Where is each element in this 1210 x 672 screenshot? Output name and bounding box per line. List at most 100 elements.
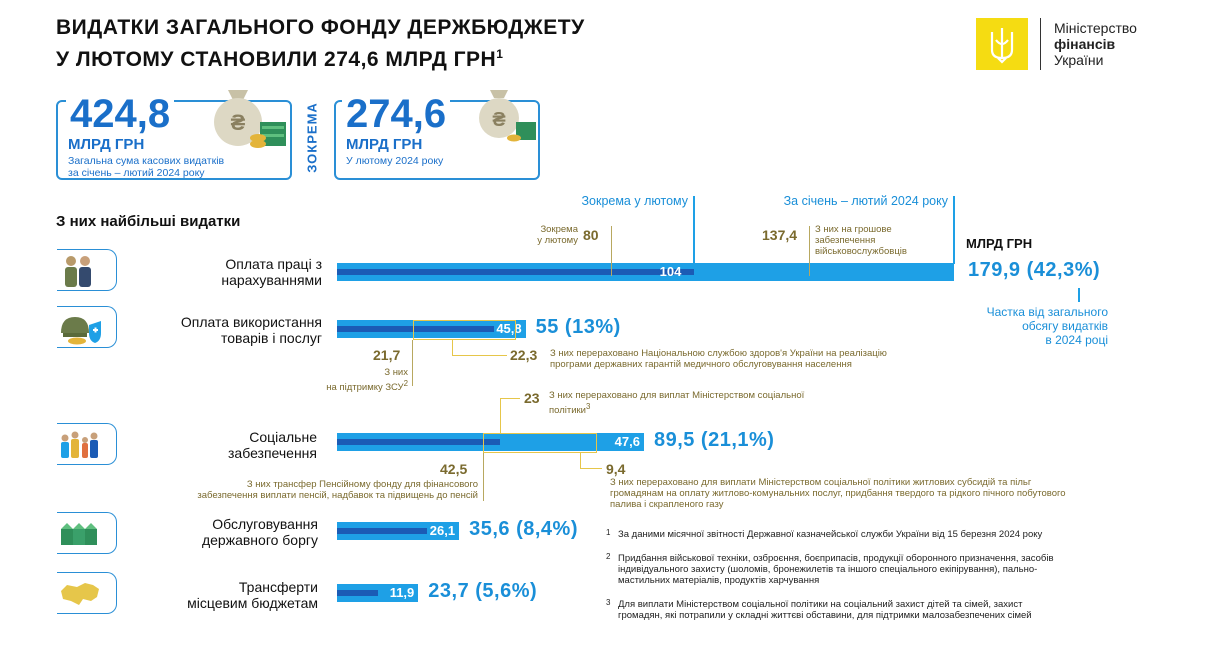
footnote-3-text: Для виплати Міністерством соціальної пол… <box>618 599 1032 621</box>
money-stacks-icon <box>61 523 97 545</box>
footnote-3-line-1: Для виплати Міністерством соціальної пол… <box>618 599 1023 610</box>
social-housing-value: 9,4 <box>606 461 626 477</box>
social-housing-line-h <box>580 468 602 469</box>
category-label-debt-line-1: Обслуговування <box>212 516 318 532</box>
ministry-logo <box>976 18 1028 70</box>
category-label-goods-line-2: товарів і послуг <box>221 330 322 346</box>
ministry-name-line-3: України <box>1054 52 1104 68</box>
footnote-2-line-2: індивідуального захисту (шоломів, бронеж… <box>618 564 1038 575</box>
goods-zsu-note-line-2: на підтримку ЗСУ <box>326 382 404 394</box>
footnote-1: 1 За даними місячної звітності Державної… <box>606 528 1146 552</box>
family-icon <box>61 431 98 458</box>
bar-month-label-social: 47,6 <box>614 434 640 449</box>
social-min-footnote-mark: 3 <box>586 402 591 411</box>
social-housing-line-v <box>580 453 581 469</box>
social-housing-note: З них перераховано для виплати Міністерс… <box>610 477 1066 510</box>
logo-divider <box>1040 18 1041 70</box>
social-housing-note-line-3: палива і скрапленого газу <box>610 499 724 510</box>
share-note-line-1: Частка від загального <box>986 305 1108 319</box>
svg-text:₴: ₴ <box>231 110 246 135</box>
social-min-note-line-2: політики <box>549 405 586 417</box>
total-caption-1: Загальна сума касових видатків <box>68 155 225 167</box>
row-icon-tab-salary <box>57 249 117 291</box>
category-label-social-line-2: забезпечення <box>228 445 317 461</box>
goods-zsu-footnote-mark: 2 <box>403 379 408 388</box>
footnote-2-line-1: Придбання військової техніки, озброєння,… <box>618 553 1054 564</box>
salary-feb-note: Зокрема у лютому <box>520 224 578 246</box>
category-label-transfers-line-1: Трансферти <box>238 579 318 595</box>
legend-period: За січень – лютий 2024 року <box>783 194 948 208</box>
category-label-debt-line-2: державного боргу <box>201 532 318 548</box>
salary-feb-note-line-2: у лютому <box>537 235 578 246</box>
category-label-debt: Обслуговування державного боргу <box>140 516 318 548</box>
social-pension-note-line-1: З них трансфер Пенсійному фонду для фіна… <box>246 479 478 490</box>
goods-nszu-note: З них перераховано Національною службою … <box>550 348 887 370</box>
footnote-3-mark: 3 <box>606 598 611 607</box>
goods-zsu-line <box>412 340 413 386</box>
footnote-2-mark: 2 <box>606 552 611 561</box>
category-label-goods-line-1: Оплата використання <box>180 314 322 330</box>
category-label-salary-line-2: нарахуваннями <box>221 272 322 288</box>
bar-total-label-goods: 55 (13%) <box>535 316 621 338</box>
category-label-social: Соціальне забезпечення <box>160 429 317 461</box>
bar-month-label-debt: 26,1 <box>429 523 456 538</box>
svg-text:₴: ₴ <box>492 109 505 131</box>
social-min-line-h <box>500 398 520 399</box>
ukraine-map-icon <box>61 583 99 605</box>
money-bag-icon: ₴ <box>214 90 286 148</box>
bar-month-debt <box>337 528 427 534</box>
category-label-transfers: Трансферти місцевим бюджетам <box>140 579 318 611</box>
soldier-worker-icon <box>65 256 91 287</box>
month-value: 274,6 <box>342 94 451 134</box>
salary-feb-value: 80 <box>583 227 599 243</box>
units-label: МЛРД ГРН <box>966 236 1033 251</box>
row-icon-tab-social <box>57 423 117 465</box>
row-icon-tab-transfers <box>57 572 117 614</box>
social-pension-value: 42,5 <box>440 461 468 477</box>
total-value: 424,8 <box>66 94 175 134</box>
bar-month-label-salary: 104 <box>659 264 682 279</box>
footnote-2: 2 Придбання військової техніки, озброєнн… <box>606 552 1146 598</box>
goods-nszu-note-line-2: програми державних гарантій медичного об… <box>550 359 852 370</box>
ministry-name-line-2: фінансів <box>1054 36 1116 52</box>
title-line-2-text: У ЛЮТОМУ СТАНОВИЛИ 274,6 МЛРД ГРН <box>56 48 497 71</box>
row-icon-tab-debt <box>57 512 117 554</box>
goods-zsu-value: 21,7 <box>373 347 401 363</box>
salary-feb-note-line-1: Зокрема <box>540 224 578 235</box>
footnote-1-line-1: За даними місячної звітності Державної к… <box>618 529 1043 540</box>
bar-month-transfers <box>337 590 378 596</box>
goods-nszu-line-v <box>452 340 453 356</box>
salary-military-note-line-1: З них на грошове <box>815 224 892 235</box>
section-title: З них найбільші видатки <box>56 213 241 230</box>
ministry-name: Міністерство фінансів України <box>1054 20 1137 68</box>
goods-nszu-note-line-1: З них перераховано Національною службою … <box>550 348 887 359</box>
helmet-medical-icon <box>61 317 101 345</box>
share-note-line-2: обсягу видатків <box>1022 319 1108 333</box>
zokrema-label: ЗОКРЕМА <box>301 98 323 180</box>
share-note-line-3: в 2024 році <box>1045 333 1108 347</box>
salary-feb-line <box>611 226 612 276</box>
salary-military-note-line-3: військовослужбовців <box>815 246 907 257</box>
bar-total-label-transfers: 23,7 (5,6%) <box>428 580 538 602</box>
month-card: 274,6 МЛРД ГРН У лютому 2024 року ₴ <box>334 90 540 180</box>
share-line <box>1078 288 1080 302</box>
trident-icon <box>990 28 1014 64</box>
goods-zsu-note: З них на підтримку ЗСУ2 <box>300 367 408 393</box>
title-line-2: У ЛЮТОМУ СТАНОВИЛИ 274,6 МЛРД ГРН1 <box>56 41 585 73</box>
social-min-line-v <box>500 398 501 434</box>
social-min-note-line-1: З них перераховано для виплат Міністерст… <box>549 390 805 401</box>
page-title: ВИДАТКИ ЗАГАЛЬНОГО ФОНДУ ДЕРЖБЮДЖЕТУ У Л… <box>56 14 585 73</box>
bar-month-label-transfers: 11,9 <box>389 585 415 600</box>
salary-military-value: 137,4 <box>762 227 798 243</box>
footnote-2-line-3: мастильних матеріалів, продуктів харчува… <box>618 575 820 586</box>
legend-month-line <box>693 196 695 272</box>
goods-nszu-box <box>413 320 516 340</box>
total-unit: МЛРД ГРН <box>68 136 145 153</box>
title-line-1: ВИДАТКИ ЗАГАЛЬНОГО ФОНДУ ДЕРЖБЮДЖЕТУ <box>56 16 585 39</box>
legend-period-line <box>953 196 955 264</box>
social-pension-line <box>483 453 484 501</box>
goods-nszu-line-h <box>452 355 507 356</box>
social-min-value: 23 <box>524 390 540 406</box>
total-caption-2: за січень – лютий 2024 року <box>68 167 205 179</box>
total-card: 424,8 МЛРД ГРН Загальна сума касових вид… <box>56 90 292 180</box>
